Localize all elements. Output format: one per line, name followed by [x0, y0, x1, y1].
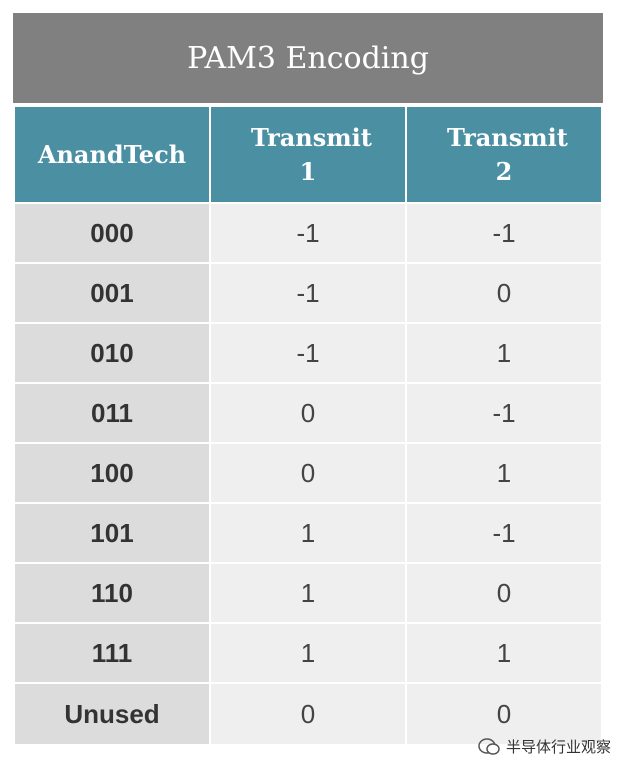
- watermark: 半导体行业观察: [478, 736, 611, 757]
- row-label: 001: [13, 262, 211, 324]
- table-row: 011 0 -1: [13, 382, 603, 444]
- row-label: 000: [13, 202, 211, 264]
- row-label: 111: [13, 622, 211, 684]
- table-cell: 0: [405, 682, 603, 746]
- row-label: 110: [13, 562, 211, 624]
- row-label: 100: [13, 442, 211, 504]
- table-cell: 0: [405, 262, 603, 324]
- table-wrapper: PAM3 Encoding AnandTech Transmit 1 Transmi…: [13, 13, 603, 746]
- row-label: Unused: [13, 682, 211, 746]
- row-label: 011: [13, 382, 211, 444]
- table-row: 110 1 0: [13, 562, 603, 624]
- table-row: 100 0 1: [13, 442, 603, 504]
- table-cell: 0: [209, 682, 407, 746]
- table-cell: -1: [209, 202, 407, 264]
- table-row: 111 1 1: [13, 622, 603, 684]
- table-row: 010 -1 1: [13, 322, 603, 384]
- row-label: 101: [13, 502, 211, 564]
- table-cell: 1: [209, 502, 407, 564]
- table-cell: -1: [405, 202, 603, 264]
- table-cell: 0: [209, 382, 407, 444]
- table-body: 000 -1 -1 001 -1 0 010 -1 1 011 0 -1 100 0 1 101 1 -1 110 1…: [13, 202, 603, 746]
- table-cell: -1: [405, 382, 603, 444]
- table-cell: 0: [209, 442, 407, 504]
- watermark-text: 半导体行业观察: [506, 738, 612, 756]
- table-row: Unused 0 0: [13, 682, 603, 746]
- watermark-icon: [478, 737, 500, 755]
- table-cell: -1: [405, 502, 603, 564]
- table-row: 101 1 -1: [13, 502, 603, 564]
- header-row: AnandTech Transmit 1 Transmit 2: [13, 105, 603, 204]
- table-cell: -1: [209, 262, 407, 324]
- table-cell: 0: [405, 562, 603, 624]
- table-row: 001 -1 0: [13, 262, 603, 324]
- table-cell: 1: [405, 442, 603, 504]
- encoding-table: AnandTech Transmit 1 Transmit 2 000 -1 -1 001…: [13, 105, 603, 746]
- table-cell: 1: [405, 322, 603, 384]
- table-cell: 1: [209, 562, 407, 624]
- header-cell: Transmit 2: [405, 105, 603, 204]
- table-cell: 1: [405, 622, 603, 684]
- table-row: 000 -1 -1: [13, 202, 603, 264]
- table-cell: -1: [209, 322, 407, 384]
- row-label: 010: [13, 322, 211, 384]
- header-cell: Transmit 1: [209, 105, 407, 204]
- header-cell: AnandTech: [13, 105, 211, 204]
- table-title: PAM3 Encoding: [13, 13, 603, 103]
- table-cell: 1: [209, 622, 407, 684]
